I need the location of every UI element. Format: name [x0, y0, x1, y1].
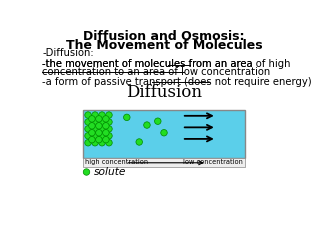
- Text: The Movement of Molecules: The Movement of Molecules: [66, 39, 262, 52]
- Circle shape: [89, 130, 95, 136]
- Circle shape: [99, 119, 105, 125]
- Circle shape: [161, 130, 167, 136]
- Circle shape: [92, 126, 98, 132]
- Circle shape: [106, 119, 112, 125]
- Circle shape: [85, 126, 91, 132]
- Circle shape: [155, 118, 161, 124]
- Circle shape: [136, 139, 142, 145]
- Circle shape: [85, 112, 91, 118]
- Text: -Diffusion:: -Diffusion:: [42, 48, 94, 58]
- Circle shape: [96, 137, 102, 143]
- Circle shape: [96, 116, 102, 122]
- Circle shape: [99, 132, 105, 139]
- Circle shape: [85, 132, 91, 139]
- Text: -the movement of molecules from an area of high: -the movement of molecules from an area …: [42, 59, 291, 69]
- Circle shape: [106, 112, 112, 118]
- Circle shape: [124, 114, 130, 120]
- Text: Diffusion and Osmosis:: Diffusion and Osmosis:: [83, 30, 245, 43]
- Circle shape: [89, 123, 95, 129]
- Circle shape: [103, 130, 109, 136]
- Circle shape: [96, 123, 102, 129]
- Circle shape: [103, 137, 109, 143]
- Circle shape: [89, 137, 95, 143]
- Bar: [83, 110, 245, 158]
- Circle shape: [144, 122, 150, 128]
- Circle shape: [92, 119, 98, 125]
- Circle shape: [96, 130, 102, 136]
- Circle shape: [99, 126, 105, 132]
- Circle shape: [106, 132, 112, 139]
- Circle shape: [106, 126, 112, 132]
- Circle shape: [92, 112, 98, 118]
- Text: high concentration: high concentration: [85, 159, 148, 165]
- Circle shape: [103, 116, 109, 122]
- Circle shape: [99, 112, 105, 118]
- Text: -a form of passive transport (does not require energy): -a form of passive transport (does not r…: [42, 77, 312, 87]
- Text: -the movement of molecules from an area: -the movement of molecules from an area: [42, 59, 256, 69]
- Circle shape: [92, 132, 98, 139]
- Text: concentration to an area of low concentration: concentration to an area of low concentr…: [42, 66, 271, 77]
- Text: low concentration: low concentration: [183, 159, 243, 165]
- Circle shape: [103, 123, 109, 129]
- Bar: [83, 158, 245, 167]
- Circle shape: [99, 139, 105, 146]
- Circle shape: [92, 139, 98, 146]
- Circle shape: [83, 169, 90, 175]
- Text: Diffusion: Diffusion: [126, 84, 202, 101]
- Text: solute: solute: [93, 167, 126, 177]
- Circle shape: [85, 139, 91, 146]
- Circle shape: [85, 119, 91, 125]
- Circle shape: [89, 116, 95, 122]
- Circle shape: [106, 139, 112, 146]
